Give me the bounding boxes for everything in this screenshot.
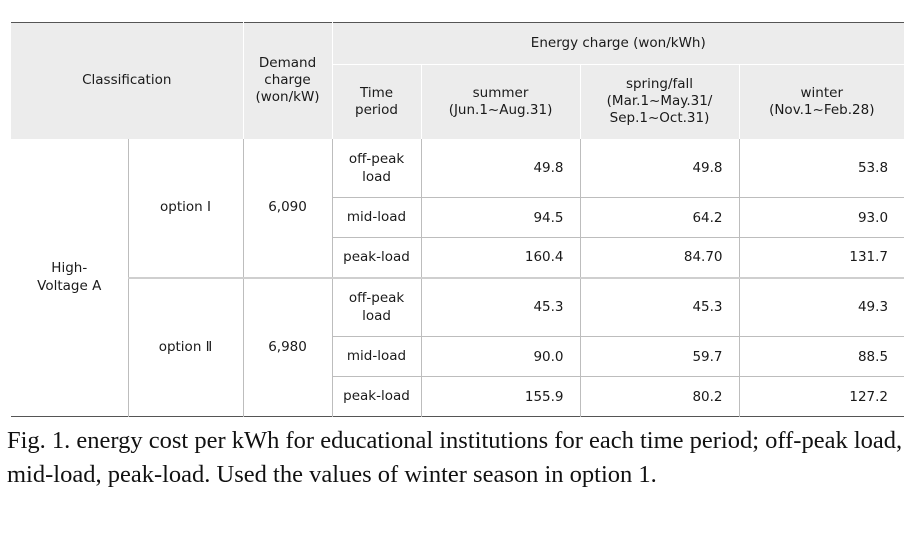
winter-value: 127.2 [738,376,905,417]
header-summer-line-2: (Jun.1~Aug.31) [448,101,553,118]
header-time-line-1: Time [359,84,394,101]
time-period-cell: mid-load [331,336,422,377]
header-classification: Classification [11,22,244,139]
category-high-voltage-a: High- Voltage A [11,139,128,417]
header-winter-line-2: (Nov.1~Feb.28) [769,101,875,118]
header-demand-line-3: (won/kW) [255,89,320,106]
table-row: peak-load 155.9 80.2 127.2 [11,376,905,417]
winter-value: 131.7 [738,237,905,278]
table-row: option Ⅱ 6,980 off-peak load 45.3 45.3 4… [11,276,905,417]
time-period-cell: off-peak load [331,276,422,337]
energy-charge-table: Classification Demand charge (won/kW) En… [11,22,905,417]
period-line-2: load [362,168,391,185]
header-spring-line-2: (Mar.1~May.31/ [606,93,713,110]
table-row: peak-load 160.4 84.70 131.7 [11,237,905,278]
header-summer: summer (Jun.1~Aug.31) [420,64,581,139]
header-winter-line-1: winter [800,84,844,101]
summer-value: 155.9 [420,376,581,417]
period-line-2: load [362,308,391,325]
winter-value: 93.0 [738,197,905,238]
spring-fall-value: 80.2 [579,376,740,417]
spring-fall-value: 59.7 [579,336,740,377]
option-1-demand-charge: 6,090 [242,138,333,278]
figure-caption: Fig. 1. energy cost per kWh for educatio… [7,427,903,488]
table-row: mid-load 94.5 64.2 93.0 [11,197,905,238]
summer-value: 90.0 [420,336,581,377]
summer-value: 49.8 [420,138,581,198]
header-time-period: Time period [331,64,422,139]
spring-fall-value: 84.70 [579,237,740,278]
option-1-label: option Ⅰ [127,138,244,278]
header-summer-line-1: summer [472,84,529,101]
summer-value: 160.4 [420,237,581,278]
spring-fall-value: 49.8 [579,138,740,198]
period-line-1: off-peak [348,150,405,167]
time-period-cell: peak-load [331,376,422,417]
winter-value: 53.8 [738,138,905,198]
option-2-demand-charge: 6,980 [242,276,333,417]
winter-value: 49.3 [738,276,905,337]
spring-fall-value: 64.2 [579,197,740,238]
time-period-cell: mid-load [331,197,422,238]
option-2-label: option Ⅱ [127,276,244,417]
table-row: High- Voltage A option Ⅰ 6,090 off-peak … [11,138,905,294]
header-demand-line-1: Demand [258,55,317,72]
category-line-2: Voltage A [37,278,102,295]
header-energy-charge: Energy charge (won/kWh) [331,22,905,65]
time-period-cell: peak-load [331,237,422,278]
summer-value: 94.5 [420,197,581,238]
table-row: mid-load 90.0 59.7 88.5 [11,336,905,377]
time-period-cell: off-peak load [331,138,422,198]
header-demand-charge: Demand charge (won/kW) [242,22,333,139]
header-spring-line-1: spring/fall [625,76,694,93]
spring-fall-value: 45.3 [579,276,740,337]
header-time-line-2: period [355,101,399,118]
category-line-1: High- [51,260,88,277]
header-demand-line-2: charge [264,72,311,89]
winter-value: 88.5 [738,336,905,377]
period-line-1: off-peak [348,290,405,307]
summer-value: 45.3 [420,276,581,337]
header-spring-line-3: Sep.1~Oct.31) [609,110,710,127]
header-spring-fall: spring/fall (Mar.1~May.31/ Sep.1~Oct.31) [579,64,740,139]
header-winter: winter (Nov.1~Feb.28) [738,64,905,139]
